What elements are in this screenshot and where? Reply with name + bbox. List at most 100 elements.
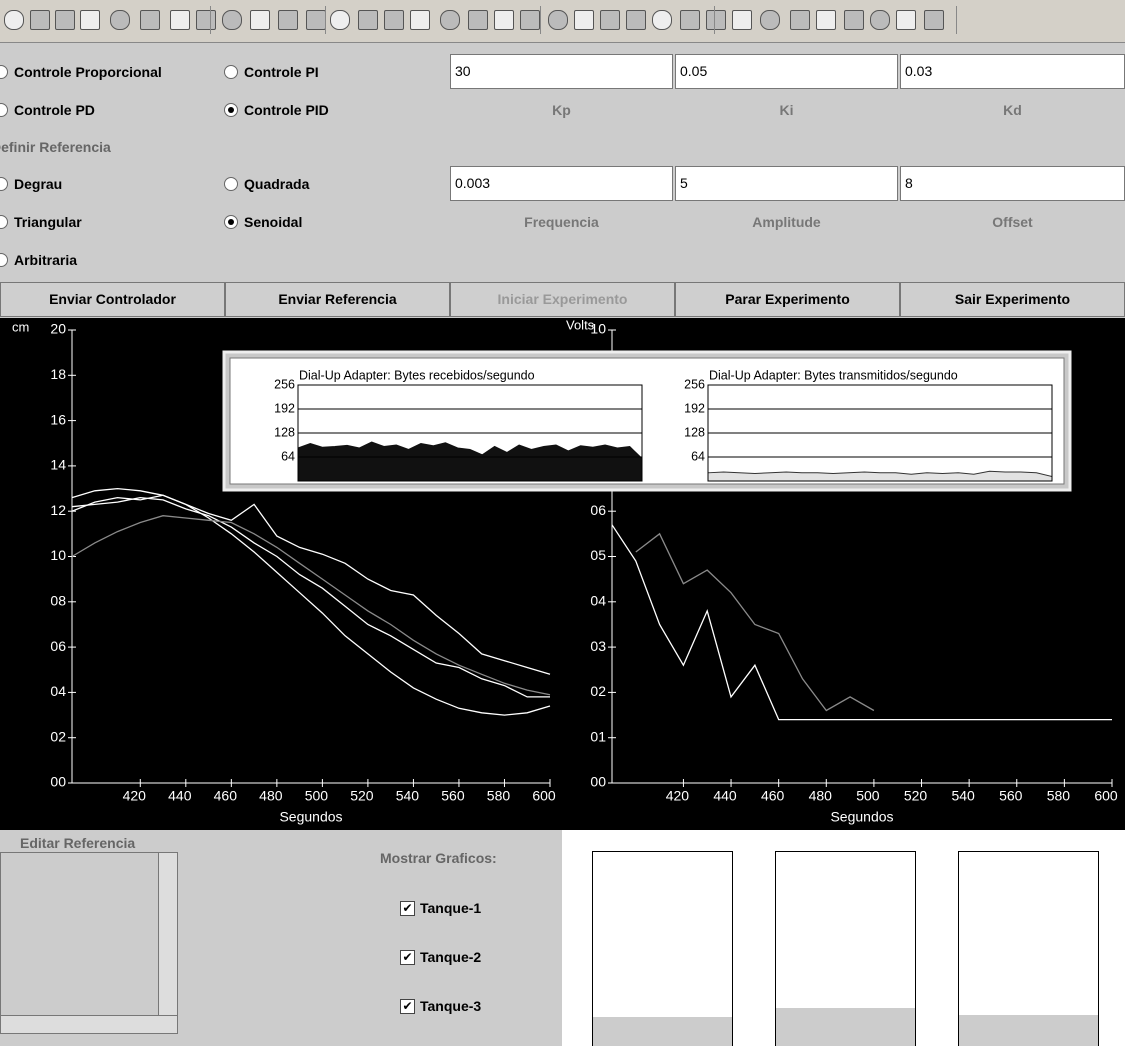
radio-label: Controle PD bbox=[14, 101, 95, 119]
radio-label: Arbitraria bbox=[14, 251, 77, 269]
reference-editor[interactable] bbox=[0, 852, 178, 1034]
text-field[interactable]: 0.003 bbox=[450, 166, 673, 201]
radio-label: Quadrada bbox=[244, 175, 309, 193]
x-tick-label: 500 bbox=[856, 788, 880, 804]
toolbar-icon bbox=[600, 10, 620, 30]
y-tick-label: 192 bbox=[684, 401, 705, 415]
app-window: 2018161412100806040200420440460480500520… bbox=[0, 0, 1125, 1046]
x-tick-label: 540 bbox=[951, 788, 975, 804]
toolbar-icon bbox=[652, 10, 672, 30]
radio-label: Controle PID bbox=[244, 101, 329, 119]
radio-button[interactable] bbox=[224, 215, 238, 229]
toolbar-icon bbox=[680, 10, 700, 30]
editor-title: Editar Referencia bbox=[20, 834, 135, 852]
x-tick-label: 420 bbox=[666, 788, 690, 804]
tank-level bbox=[959, 1015, 1098, 1046]
y-tick-label: 128 bbox=[274, 425, 295, 439]
toolbar-icon bbox=[870, 10, 890, 30]
x-tick-label: 560 bbox=[441, 788, 465, 804]
toolbar-icon bbox=[196, 10, 216, 30]
toolbar-icon bbox=[548, 10, 568, 30]
toolbar-icon bbox=[440, 10, 460, 30]
x-tick-label: 600 bbox=[532, 788, 556, 804]
text-field[interactable]: 0.03 bbox=[900, 54, 1125, 89]
toolbar-icon bbox=[410, 10, 430, 30]
horizontal-scrollbar[interactable] bbox=[1, 1015, 177, 1033]
display-title: Mostrar Graficos: bbox=[380, 849, 497, 867]
radio-label: Controle Proporcional bbox=[14, 63, 162, 81]
radio-dot bbox=[228, 219, 234, 225]
toolbar-icon bbox=[30, 10, 50, 30]
toolbar-icon bbox=[4, 10, 24, 30]
radio-button[interactable] bbox=[0, 65, 8, 79]
y-axis-label: cm bbox=[12, 319, 29, 334]
text-field[interactable]: 0.05 bbox=[675, 54, 898, 89]
toolbar-separator bbox=[210, 6, 211, 34]
y-tick-label: 256 bbox=[274, 377, 295, 391]
checkbox[interactable]: ✔ bbox=[400, 901, 415, 916]
section-title: Definir Referencia bbox=[0, 138, 111, 156]
toolbar-icon bbox=[222, 10, 242, 30]
toolbar-icon bbox=[844, 10, 864, 30]
field-label: Kd bbox=[900, 101, 1125, 119]
radio-button[interactable] bbox=[224, 103, 238, 117]
checkbox[interactable]: ✔ bbox=[400, 999, 415, 1014]
vertical-scrollbar[interactable] bbox=[158, 853, 177, 1015]
field-label: Frequencia bbox=[450, 213, 673, 231]
monitor-title: Dial-Up Adapter: Bytes recebidos/segundo bbox=[299, 368, 535, 382]
y-tick-label: 02 bbox=[50, 728, 66, 744]
x-tick-label: 440 bbox=[713, 788, 737, 804]
toolbar-icon bbox=[494, 10, 514, 30]
toolbar-icon bbox=[358, 10, 378, 30]
y-tick-label: 02 bbox=[590, 683, 606, 699]
radio-label: Degrau bbox=[14, 175, 62, 193]
y-tick-label: 08 bbox=[50, 593, 66, 609]
button[interactable]: Parar Experimento bbox=[675, 282, 900, 317]
radio-button[interactable] bbox=[224, 177, 238, 191]
radio-button[interactable] bbox=[0, 103, 8, 117]
toolbar-separator bbox=[325, 6, 326, 34]
toolbar-icon bbox=[110, 10, 130, 30]
radio-label: Triangular bbox=[14, 213, 82, 231]
checkbox-label: Tanque-2 bbox=[420, 948, 481, 966]
radio-dot bbox=[228, 107, 234, 113]
checkbox[interactable]: ✔ bbox=[400, 950, 415, 965]
toolbar-icon bbox=[306, 10, 326, 30]
toolbar-icon bbox=[574, 10, 594, 30]
text-field[interactable]: 30 bbox=[450, 54, 673, 89]
y-tick-label: 16 bbox=[50, 411, 66, 427]
toolbar-separator bbox=[714, 6, 715, 34]
y-axis-label: Volts bbox=[566, 318, 595, 332]
x-tick-label: 540 bbox=[396, 788, 420, 804]
radio-button[interactable] bbox=[224, 65, 238, 79]
text-field[interactable]: 5 bbox=[675, 166, 898, 201]
button[interactable]: Enviar Referencia bbox=[225, 282, 450, 317]
y-tick-label: 12 bbox=[50, 502, 66, 518]
x-tick-label: 520 bbox=[904, 788, 928, 804]
y-tick-label: 10 bbox=[50, 547, 66, 563]
toolbar-separator bbox=[956, 6, 957, 34]
text-field[interactable]: 8 bbox=[900, 166, 1125, 201]
x-tick-label: 580 bbox=[1047, 788, 1071, 804]
y-tick-label: 192 bbox=[274, 401, 295, 415]
toolbar bbox=[0, 0, 1125, 43]
x-tick-label: 560 bbox=[999, 788, 1023, 804]
y-tick-label: 01 bbox=[590, 728, 606, 744]
y-tick-label: 00 bbox=[50, 774, 66, 790]
toolbar-icon bbox=[468, 10, 488, 30]
x-axis-label: Segundos bbox=[279, 809, 342, 825]
checkbox-label: Tanque-1 bbox=[420, 899, 481, 917]
radio-button[interactable] bbox=[0, 253, 8, 267]
toolbar-icon bbox=[790, 10, 810, 30]
button[interactable]: Enviar Controlador bbox=[0, 282, 225, 317]
y-tick-label: 256 bbox=[684, 377, 705, 391]
radio-button[interactable] bbox=[0, 177, 8, 191]
tank-level bbox=[776, 1008, 915, 1046]
button[interactable]: Sair Experimento bbox=[900, 282, 1125, 317]
checkbox-label: Tanque-3 bbox=[420, 997, 481, 1015]
y-tick-label: 03 bbox=[590, 638, 606, 654]
radio-button[interactable] bbox=[0, 215, 8, 229]
x-tick-label: 480 bbox=[259, 788, 283, 804]
field-label: Amplitude bbox=[675, 213, 898, 231]
